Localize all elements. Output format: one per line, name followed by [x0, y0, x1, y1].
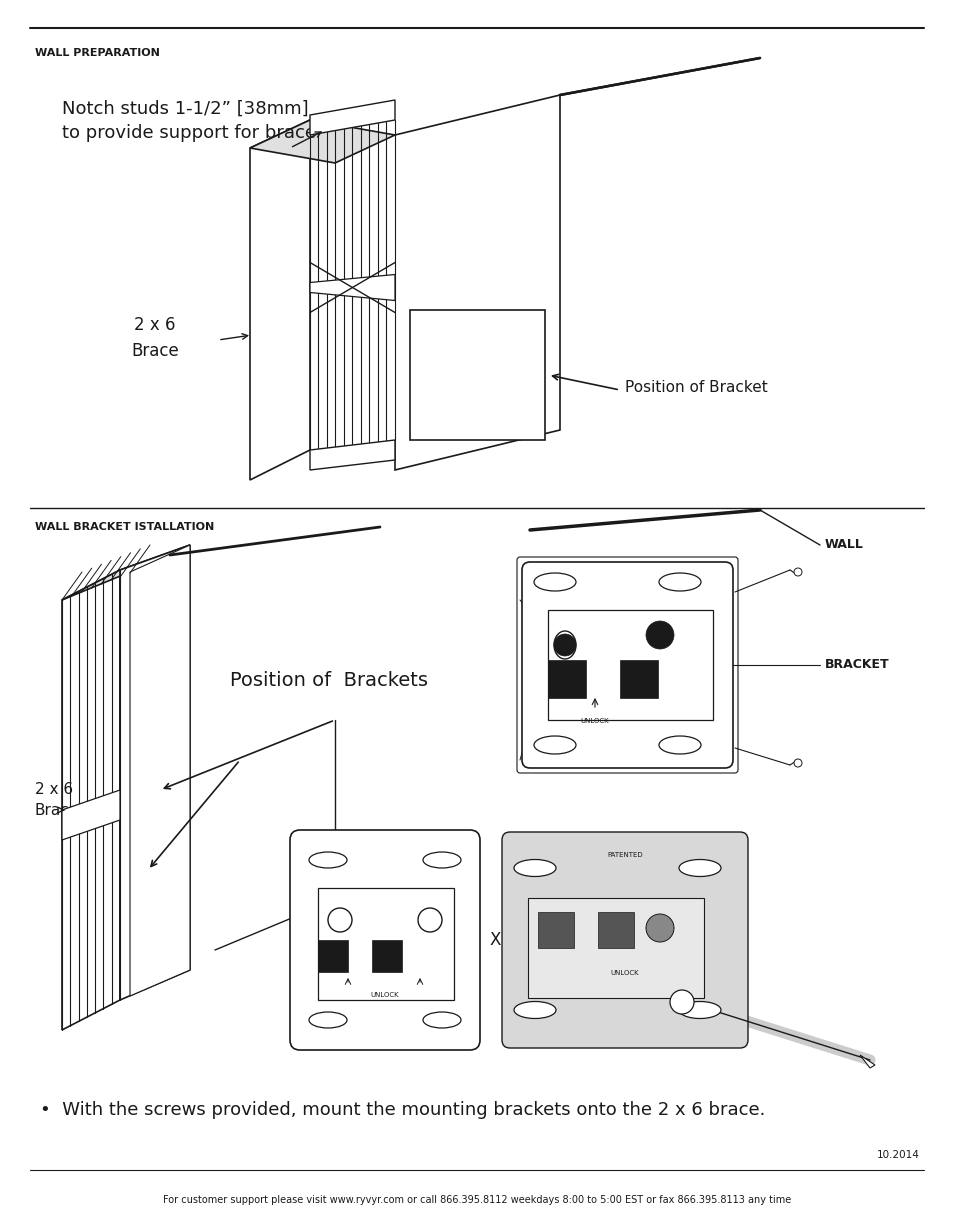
- Text: PATENTED: PATENTED: [606, 852, 642, 858]
- Ellipse shape: [659, 572, 700, 591]
- Text: UNLOCK: UNLOCK: [580, 718, 609, 724]
- Bar: [527, 897, 703, 998]
- Circle shape: [793, 567, 801, 576]
- Polygon shape: [62, 570, 120, 1030]
- Bar: [547, 660, 585, 698]
- Ellipse shape: [514, 1002, 556, 1018]
- Polygon shape: [250, 119, 395, 162]
- Text: BRACKET: BRACKET: [824, 659, 889, 671]
- Circle shape: [669, 990, 693, 1014]
- Bar: [317, 888, 454, 1000]
- Text: UNLOCK: UNLOCK: [610, 970, 639, 976]
- Circle shape: [417, 908, 441, 932]
- Text: WALL: WALL: [824, 538, 863, 551]
- Circle shape: [793, 760, 801, 767]
- Circle shape: [645, 620, 673, 649]
- Polygon shape: [120, 545, 190, 1000]
- Text: 2 x 6
Brace: 2 x 6 Brace: [35, 782, 79, 819]
- Circle shape: [328, 908, 352, 932]
- Ellipse shape: [514, 859, 556, 876]
- Ellipse shape: [659, 736, 700, 755]
- Polygon shape: [310, 119, 395, 451]
- Text: UNLOCK: UNLOCK: [371, 992, 399, 998]
- Bar: [598, 912, 634, 948]
- Bar: [619, 660, 658, 698]
- Bar: [317, 940, 348, 972]
- Bar: [537, 912, 574, 948]
- Text: For customer support please visit www.ryvyr.com or call 866.395.8112 weekdays 8:: For customer support please visit www.ry…: [163, 1195, 790, 1205]
- Ellipse shape: [679, 859, 720, 876]
- Ellipse shape: [534, 572, 576, 591]
- Polygon shape: [859, 1055, 874, 1069]
- Ellipse shape: [422, 852, 460, 868]
- Circle shape: [554, 634, 576, 656]
- Polygon shape: [395, 95, 559, 470]
- Polygon shape: [310, 100, 395, 135]
- Text: 10.2014: 10.2014: [876, 1150, 919, 1160]
- FancyBboxPatch shape: [290, 830, 479, 1050]
- Polygon shape: [310, 275, 395, 300]
- Polygon shape: [62, 790, 120, 840]
- Bar: [547, 611, 712, 720]
- Polygon shape: [310, 439, 395, 470]
- Bar: [372, 940, 401, 972]
- Text: WALL BRACKET ISTALLATION: WALL BRACKET ISTALLATION: [35, 522, 214, 532]
- Text: Position of Bracket: Position of Bracket: [624, 380, 767, 395]
- FancyBboxPatch shape: [517, 556, 738, 773]
- Text: Position of  Brackets: Position of Brackets: [230, 671, 428, 689]
- FancyBboxPatch shape: [521, 563, 732, 768]
- FancyBboxPatch shape: [501, 832, 747, 1048]
- Ellipse shape: [554, 632, 576, 659]
- Polygon shape: [410, 310, 544, 439]
- Text: 2 x 6
Brace: 2 x 6 Brace: [131, 316, 178, 359]
- Ellipse shape: [534, 736, 576, 755]
- Circle shape: [645, 913, 673, 942]
- Ellipse shape: [422, 1012, 460, 1028]
- Ellipse shape: [309, 1012, 347, 1028]
- Ellipse shape: [309, 852, 347, 868]
- Text: X 2: X 2: [490, 931, 517, 949]
- Text: WALL PREPARATION: WALL PREPARATION: [35, 48, 160, 58]
- Polygon shape: [250, 119, 310, 480]
- Text: Notch studs 1-1/2” [38mm]
to provide support for brace: Notch studs 1-1/2” [38mm] to provide sup…: [62, 100, 315, 142]
- Polygon shape: [130, 545, 190, 996]
- Ellipse shape: [679, 1002, 720, 1018]
- Text: •  With the screws provided, mount the mounting brackets onto the 2 x 6 brace.: • With the screws provided, mount the mo…: [40, 1101, 764, 1119]
- Polygon shape: [62, 545, 190, 599]
